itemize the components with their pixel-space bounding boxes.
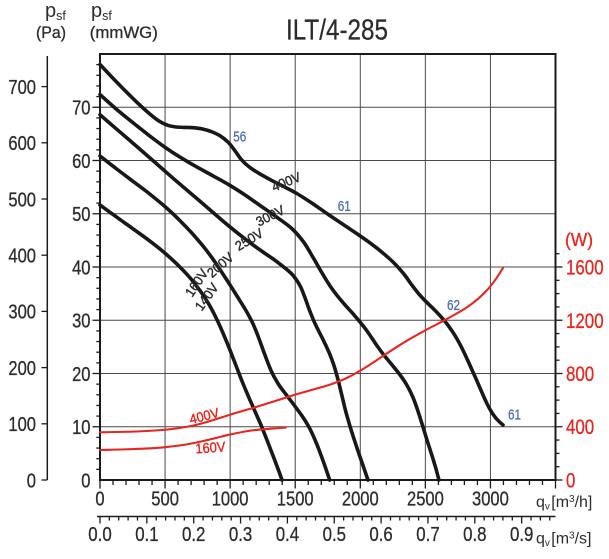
svg-text:0.9: 0.9: [510, 523, 533, 546]
svg-text:(W): (W): [565, 230, 593, 250]
svg-text:3000: 3000: [472, 488, 509, 511]
svg-text:30: 30: [72, 310, 90, 333]
svg-text:0.1: 0.1: [135, 523, 158, 546]
svg-text:0.6: 0.6: [369, 523, 392, 546]
svg-text:0.7: 0.7: [416, 523, 439, 546]
svg-text:1200: 1200: [566, 310, 604, 333]
svg-text:100: 100: [8, 413, 36, 436]
svg-text:0.5: 0.5: [323, 523, 346, 546]
svg-text:62: 62: [447, 298, 460, 314]
svg-text:ILT/4-285: ILT/4-285: [286, 15, 388, 47]
svg-text:1000: 1000: [212, 488, 249, 511]
svg-text:61: 61: [338, 199, 351, 215]
svg-text:2500: 2500: [407, 488, 444, 511]
svg-text:400V: 400V: [188, 405, 221, 427]
svg-text:500: 500: [8, 188, 36, 211]
svg-text:200: 200: [8, 357, 36, 380]
svg-text:56: 56: [233, 130, 246, 146]
svg-text:qv [m3/h]: qv [m3/h]: [536, 494, 592, 513]
svg-text:50: 50: [72, 203, 90, 226]
svg-text:70: 70: [72, 97, 90, 120]
svg-text:10: 10: [72, 416, 90, 439]
svg-text:20: 20: [72, 363, 90, 386]
svg-text:0: 0: [95, 488, 104, 511]
svg-text:300: 300: [8, 301, 36, 324]
svg-text:0: 0: [566, 470, 575, 493]
svg-text:1600: 1600: [566, 257, 604, 280]
svg-text:700: 700: [8, 76, 36, 99]
svg-text:500: 500: [151, 488, 179, 511]
svg-text:1500: 1500: [277, 488, 314, 511]
svg-text:600: 600: [8, 132, 36, 155]
svg-text:0: 0: [27, 469, 36, 492]
svg-text:160V: 160V: [195, 438, 227, 456]
svg-text:60: 60: [72, 150, 90, 173]
svg-text:0.2: 0.2: [182, 523, 205, 546]
svg-text:40: 40: [72, 256, 90, 279]
svg-text:(Pa): (Pa): [36, 24, 66, 42]
svg-text:400: 400: [8, 245, 36, 268]
svg-text:61: 61: [508, 408, 521, 424]
svg-text:0.8: 0.8: [463, 523, 486, 546]
svg-text:800: 800: [566, 363, 594, 386]
svg-text:400: 400: [566, 416, 594, 439]
svg-text:0.3: 0.3: [229, 523, 252, 546]
svg-text:qv [m3/s]: qv [m3/s]: [536, 531, 591, 550]
svg-text:(mmWG): (mmWG): [90, 24, 158, 42]
svg-text:0: 0: [81, 469, 90, 492]
svg-text:0.0: 0.0: [88, 523, 111, 546]
svg-text:0.4: 0.4: [276, 523, 299, 546]
svg-text:2000: 2000: [342, 488, 379, 511]
